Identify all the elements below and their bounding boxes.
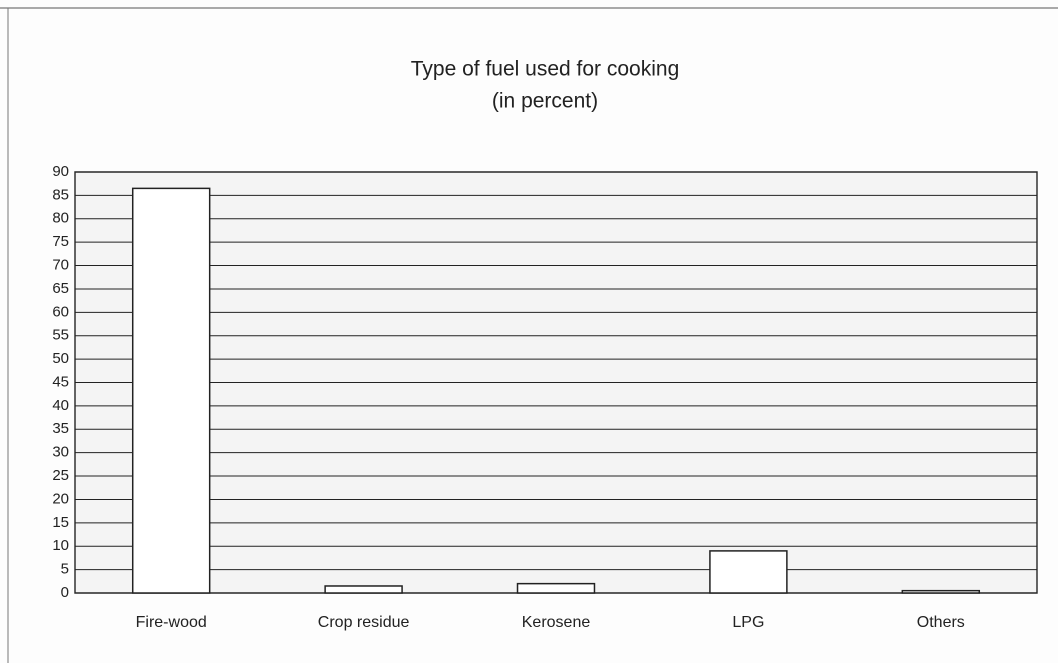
bar [516,582,596,594]
y-tick-label: 85 [52,186,69,203]
y-tick-label: 55 [52,327,69,344]
x-tick-label: Fire-wood [136,614,207,631]
y-tick-label: 30 [52,444,69,461]
y-tick-label: 40 [52,397,69,414]
y-tick-label: 5 [61,561,69,578]
y-tick-label: 90 [52,163,69,180]
y-tick-label: 50 [52,350,69,367]
y-tick-label: 65 [52,280,69,297]
y-tick-label: 20 [52,490,69,507]
y-tick-label: 10 [52,537,69,554]
bar [131,187,211,594]
y-tick-label: 35 [52,420,69,437]
y-tick-label: 15 [52,514,69,531]
bar [709,550,788,594]
bar [324,585,403,594]
y-tick-label: 70 [52,257,69,274]
y-tick-label: 45 [52,373,69,390]
y-tick-label: 25 [52,467,69,484]
y-tick-label: 75 [52,233,69,250]
y-tick-label: 0 [61,584,69,601]
chart-title: Type of fuel used for cooking [411,58,680,81]
chart-subtitle: (in percent) [492,90,598,113]
bar [901,589,981,594]
y-tick-label: 60 [52,303,69,320]
x-tick-label: Kerosene [522,614,591,631]
x-tick-label: Others [917,614,965,631]
x-tick-label: LPG [732,614,764,631]
x-tick-label: Crop residue [318,614,410,631]
y-tick-label: 80 [52,210,69,227]
